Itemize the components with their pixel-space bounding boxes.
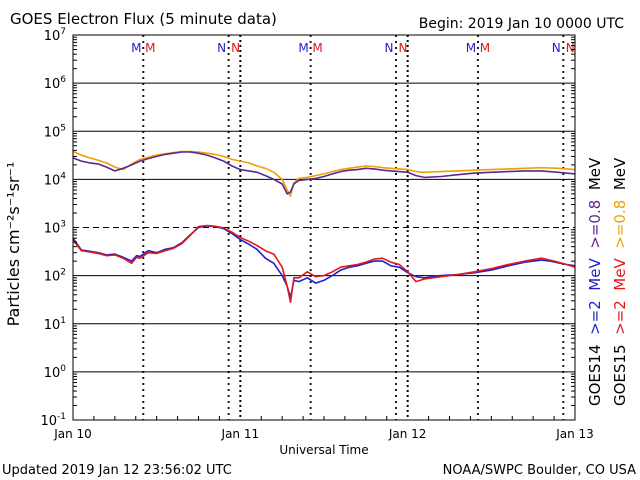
eclipse-mark-label: M — [131, 41, 141, 55]
x-axis-ticks: Jan 10 Jan 11 Jan 12 Jan 13 — [53, 416, 594, 441]
eclipse-mark-label: N — [384, 41, 393, 55]
x-tick-label: Jan 12 — [388, 427, 427, 441]
x-tick-label: Jan 11 — [221, 427, 260, 441]
y-tick-label: 104 — [44, 171, 67, 188]
legend-unit: MeV — [586, 157, 604, 190]
plot-grid — [73, 34, 575, 421]
legend-column-goes15: GOES15 >=2 MeV >=0.8 MeV — [611, 157, 629, 406]
eclipse-mark-label: N — [552, 41, 561, 55]
updated-time: Updated 2019 Jan 12 23:56:02 UTC — [2, 463, 232, 478]
eclipse-mark-label: M — [312, 41, 322, 55]
series-line-goes15-2-mev — [72, 224, 576, 304]
eclipse-mark-label: N — [566, 41, 575, 55]
data-series — [72, 150, 576, 304]
x-axis-label: Universal Time — [279, 443, 368, 457]
series-line-goes14-2-mev — [72, 225, 576, 299]
legend-unit: MeV — [586, 258, 604, 291]
eclipse-mark-label: N — [398, 41, 407, 55]
legend-column-goes14: GOES14 >=2 MeV >=0.8 MeV — [586, 157, 604, 406]
eclipse-mark-label: M — [298, 41, 308, 55]
legend-satellite: GOES15 — [611, 344, 629, 406]
y-tick-label: 103 — [44, 220, 66, 237]
eclipse-mark-label: M — [480, 41, 490, 55]
legend-label: >=0.8 — [611, 200, 629, 249]
eclipse-mark-label: M — [145, 41, 155, 55]
y-tick-label: 102 — [44, 268, 66, 285]
chart-title: GOES Electron Flux (5 minute data) — [10, 10, 277, 28]
legend-unit: MeV — [611, 258, 629, 291]
legend-label: >=2 — [611, 300, 629, 335]
series-line-goes14-0-8-mev — [72, 151, 576, 195]
y-axis-label: Particles cm⁻²s⁻¹sr⁻¹ — [4, 162, 23, 327]
y-tick-label: 107 — [44, 27, 66, 44]
legend-label: >=2 — [586, 300, 604, 335]
y-tick-label: 105 — [44, 123, 66, 140]
eclipse-markers: M M M M M MN N N N N N — [131, 35, 575, 420]
legend-label: >=0.8 — [586, 200, 604, 249]
x-tick-label: Jan 10 — [53, 427, 92, 441]
eclipse-mark-label: M — [466, 41, 476, 55]
y-tick-label: 106 — [44, 75, 67, 92]
eclipse-mark-label: N — [231, 41, 240, 55]
legend-satellite: GOES14 — [586, 344, 604, 406]
x-tick-label: Jan 13 — [555, 427, 594, 441]
legend-unit: MeV — [611, 157, 629, 190]
y-tick-label: 100 — [44, 364, 67, 381]
y-axis-ticks: 107 106 105 104 103 102 101 100 10-1 — [40, 27, 575, 429]
begin-time: Begin: 2019 Jan 10 0000 UTC — [419, 16, 624, 32]
credit: NOAA/SWPC Boulder, CO USA — [443, 463, 636, 478]
eclipse-mark-label: N — [217, 41, 226, 55]
y-tick-label: 101 — [44, 316, 66, 333]
y-tick-label: 10-1 — [40, 412, 66, 429]
